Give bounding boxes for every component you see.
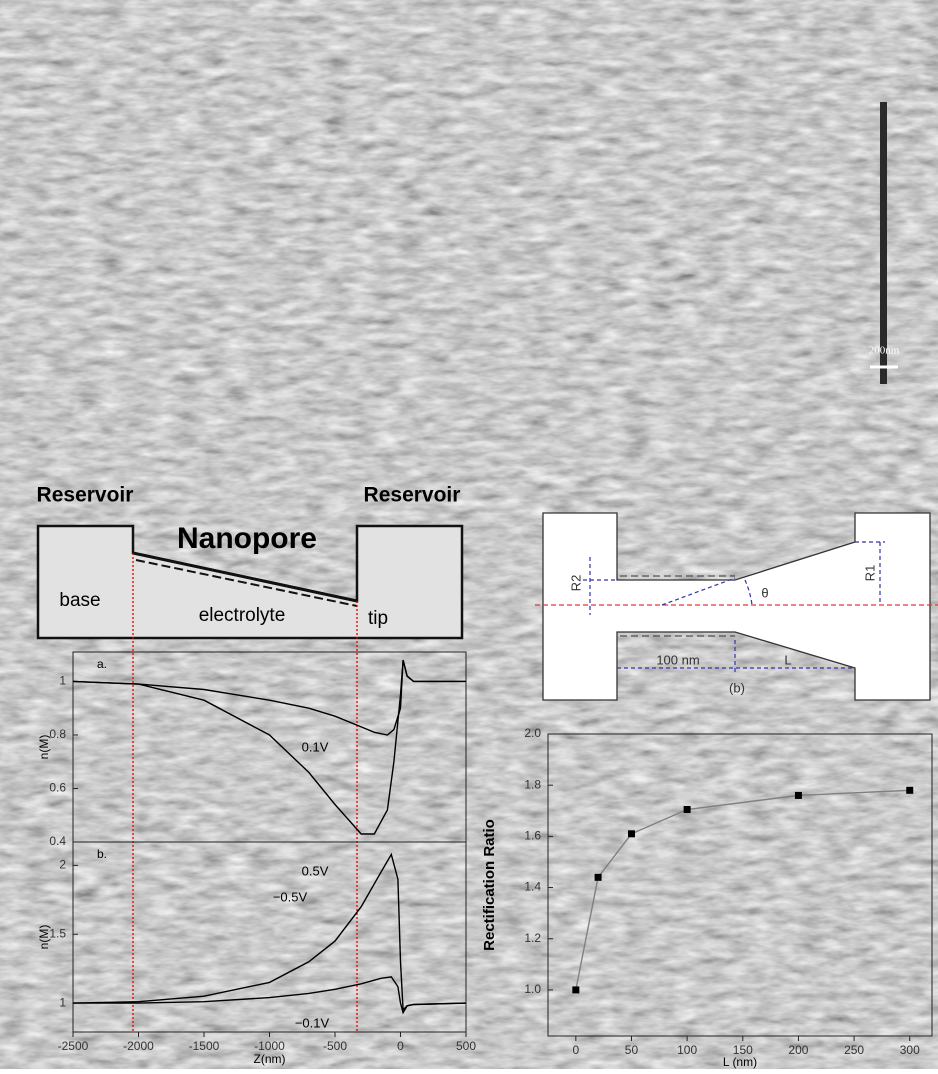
panel-label: B [735,22,755,52]
data-point [684,806,691,813]
region-label: electrolyte [199,605,286,626]
data-point [906,787,913,794]
region-label: tip [368,608,388,629]
data-line [73,854,466,1010]
series-label: −0.1V [295,1015,330,1030]
iv-curve [38,287,222,385]
pore-wall [42,92,100,193]
axis-label: V [443,348,464,379]
arrow [353,252,363,264]
nanochannel [880,102,887,384]
y-tick-label: 1.4 [524,880,541,894]
arrow [446,333,458,343]
pore [622,187,744,309]
caption: (b) [729,680,745,695]
panel-label: A [228,22,248,52]
pore-wall [282,92,343,190]
x-tick-label: -2500 [58,1039,89,1053]
pore-type: Cylindrical [78,205,166,222]
dim-label: R2 [568,575,583,592]
x-tick-label: 500 [456,1039,476,1053]
x-tick-label: 100 [677,1043,697,1057]
dim-label: 100 nm [656,652,699,667]
arrow [214,333,226,343]
data-point [572,986,579,993]
reservoir-label: Reservoir [37,484,134,507]
region-label: base [59,590,100,611]
iv-curve [292,327,455,410]
axis-label: I [376,252,389,283]
scale-label: 200nm [869,345,900,357]
subplot-label: b. [97,847,107,861]
y-tick-label: 2.0 [524,726,541,740]
pore-type: Conical [333,205,394,222]
dim-label: θ [761,585,768,600]
x-tick-label: -2000 [123,1039,154,1053]
arrow [120,252,130,264]
data-point [595,874,602,881]
data-point [795,792,802,799]
dim-label: L [784,652,791,667]
iv-axes [28,258,452,418]
reservoir-label: Reservoir [364,484,461,507]
y-tick-label: 1.5 [49,926,66,940]
y-axis-label: n(M) [37,735,51,760]
y-tick-label: 1.6 [524,829,541,843]
x-tick-label: 250 [844,1043,864,1057]
x-tick-label: -1500 [189,1039,220,1053]
y-tick-label: 0.6 [49,781,66,795]
panel-c-diagram: Reservoir Reservoir Nanopore base electr… [37,484,462,1032]
subplot-label: a. [97,657,107,671]
x-tick-label: -500 [323,1039,347,1053]
y-tick-label: 0.8 [49,727,66,741]
y-tick-label: 2 [59,858,66,872]
y-tick-label: 1.8 [524,777,541,791]
x-tick-label: 200 [788,1043,808,1057]
panel-label: C [228,448,248,478]
page: {"panel_labels": ["A", "B", "C", "D"], "… [0,0,938,1074]
series-label: −0.5V [273,889,308,904]
figure: A B C D Cylindrical Conical I V [0,0,938,1069]
y-tick-label: 1.0 [524,982,541,996]
x-tick-label: 0 [572,1043,579,1057]
x-tick-label: 300 [900,1043,920,1057]
data-point [628,830,635,837]
pore-wall [145,92,203,193]
panel-label: D [735,448,755,478]
panel-a: Cylindrical Conical I V I V [12,65,472,430]
series-label: 0.5V [302,863,329,878]
plot-frame [548,734,932,1036]
data-line [576,790,910,990]
y-axis-label: n(M) [37,925,51,950]
x-axis-label: L (nm) [723,1055,757,1069]
dim-label: R1 [862,565,877,582]
axis-label: I [144,246,157,277]
pore-wall [378,92,438,190]
axis-label: V [206,348,227,379]
series-label: 0.1V [302,739,329,754]
scale-label: 500 nm [716,330,788,353]
data-line [73,660,466,834]
diagram-title: Nanopore [177,522,317,555]
plot-frame [73,652,466,842]
data-line [73,660,466,735]
panel-d-diagram: R2 R1 θ 100 nm L (b) [535,513,938,700]
x-tick-label: -1000 [254,1039,285,1053]
x-tick-label: 0 [397,1039,404,1053]
y-axis-label: Rectification Ratio [481,819,498,951]
panel-b: 500 nm 200nm [535,100,925,385]
x-tick-label: 50 [625,1043,639,1057]
y-tick-label: 0.4 [49,834,66,848]
channel [543,513,930,700]
x-axis-label: Z(nm) [254,1052,286,1066]
y-tick-label: 1.2 [524,931,541,945]
y-tick-label: 1 [59,674,66,688]
y-tick-label: 1 [59,995,66,1009]
